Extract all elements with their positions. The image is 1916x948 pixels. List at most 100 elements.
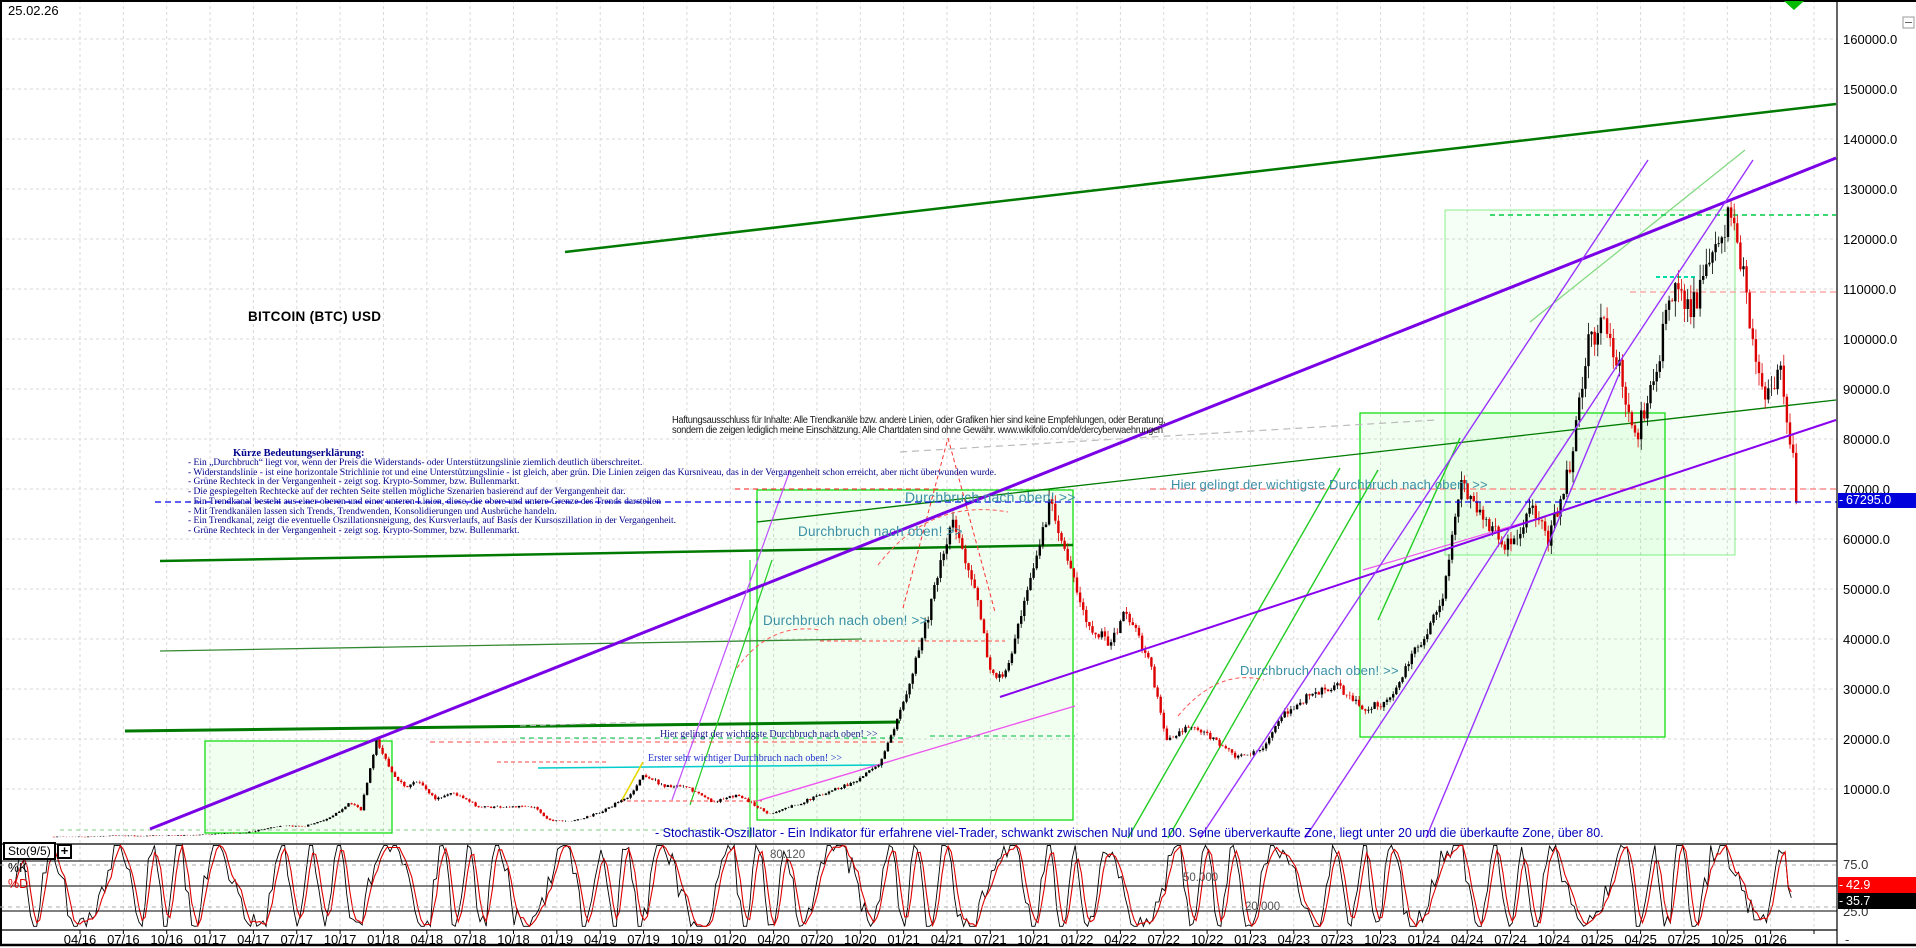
stochastic-k-line [14, 843, 1792, 928]
gray-dashed-trend [899, 419, 1437, 453]
x-axis-label: 04/16 [63, 932, 97, 947]
explanation-line: - Mit Trendkanälen lassen sich Trends, T… [188, 506, 557, 517]
violet-channel-lower [999, 419, 1837, 698]
x-axis-label: 10/21 [1017, 932, 1050, 947]
explanation-block: Kürze Bedeutungserklärung: - Ein „Durchb… [188, 448, 996, 537]
green-steep-line-c [1167, 469, 1379, 839]
stochastic-d-line [14, 843, 1792, 928]
y-axis-label: 140000.0 [1843, 131, 1898, 147]
x-axis-label: 10/25 [1711, 932, 1744, 947]
current-price-value: 67295.0 [1846, 493, 1892, 507]
x-axis-label: 01/17 [193, 932, 227, 947]
scroll-marker-icon[interactable] [1784, 1, 1804, 10]
percent-d-value-badge: -42.9 [1838, 877, 1916, 893]
chart-title: BITCOIN (BTC) USD [248, 309, 382, 324]
y-axis-label: 130000.0 [1843, 181, 1898, 197]
x-axis-label: 10/20 [844, 932, 877, 947]
breakout-arrow-c [1177, 677, 1265, 717]
gray-dashed-short [519, 721, 641, 727]
x-axis-label: 10/23 [1364, 932, 1397, 947]
x-axis-label: 07/18 [453, 932, 487, 947]
stochastic-note: - Stochastik-Oszillator - Ein Indikator … [655, 826, 1604, 840]
green-steep-line-a [1377, 437, 1461, 621]
x-axis-label: 01/18 [367, 932, 400, 947]
oscillator-name-box[interactable]: Sto(9/5) [3, 842, 56, 860]
explanation-heading: Kürze Bedeutungserklärung: [233, 448, 365, 459]
y-axis-label: 60000.0 [1843, 531, 1890, 547]
x-axis-label: 04/23 [1277, 932, 1311, 947]
x-axis-label: 04/25 [1624, 932, 1657, 947]
bull-market-box-2024 [1359, 412, 1666, 738]
x-axis-label: 04/18 [410, 932, 444, 947]
breakout-arrow-b [736, 628, 821, 669]
y-axis-label: 20000.0 [1843, 731, 1890, 747]
annotation-breakout-a: Durchbruch nach oben! >> [905, 489, 1076, 505]
annotation-major-breakout-small: Hier gelingt der wichtigste Durchbruch n… [660, 729, 878, 740]
x-axis-label: 07/24 [1494, 932, 1527, 947]
y-axis-label: 100000.0 [1843, 331, 1898, 347]
disclaimer-line-2: sondern die zeigen lediglich meine Einsc… [672, 425, 1163, 436]
percent-d-value: 42.9 [1846, 878, 1871, 892]
percent-k-value-badge: -35.7 [1838, 893, 1916, 909]
disclaimer-line-1: Haftungsausschluss für Inhalte: Alle Tre… [672, 415, 1166, 426]
trend-channels [149, 156, 1837, 839]
d-tick: - [1839, 878, 1844, 892]
annotation-first-breakout: Erster sehr wichtiger Durchbruch nach ob… [648, 753, 842, 764]
x-axis-label: 10/19 [670, 932, 704, 947]
x-axis-label: 10/24 [1537, 932, 1571, 947]
grid-layer [0, 0, 1837, 934]
candle-bodies-up [55, 207, 1782, 838]
x-axis-label: 10/17 [323, 932, 357, 947]
mirrored-scenario-box [1444, 209, 1736, 556]
green-trendline-mid [159, 543, 1074, 563]
x-axis-label: 01/23 [1234, 932, 1267, 947]
osc-level-75-label: 75.0 [1843, 857, 1869, 872]
x-axis-label: 07/25 [1667, 932, 1701, 947]
violet-steep-2020 [671, 469, 791, 801]
y-axis-label: 160000.0 [1843, 31, 1898, 47]
x-axis-label: 01/26 [1754, 932, 1787, 947]
y-axis-label: 30000.0 [1843, 681, 1890, 697]
explanation-line: - Grüne Rechteck in der Vergangenheit - … [188, 477, 520, 488]
osc-level-50-label: 50.000 [1183, 872, 1219, 884]
x-axis-label: 10/18 [497, 932, 530, 947]
green-channel-top [564, 102, 1837, 254]
x-axis-label: 04/22 [1104, 932, 1137, 947]
x-axis-label: 04/24 [1450, 932, 1484, 947]
x-axis-label: 01/24 [1407, 932, 1441, 947]
x-axis-label: 07/19 [627, 932, 660, 947]
x-axis-label: 07/16 [107, 932, 140, 947]
yellow-segment [621, 761, 644, 801]
explanation-line: - Grüne Rechteck in der Vergangenheit - … [188, 525, 520, 536]
red-dashed-wedge-right [947, 437, 996, 613]
stochastic-oscillator-pane [14, 843, 1792, 928]
explanation-line: - Die gespiegelten Rechtecke auf der rec… [188, 487, 626, 498]
explanation-line: - Ein „Durchbruch“ liegt vor, wenn der P… [188, 458, 643, 468]
x-axis-label: 01/20 [713, 932, 747, 947]
y-axis-label: 80000.0 [1843, 431, 1890, 447]
annotation-breakout-b: Durchbruch nach oben! >> [798, 524, 963, 539]
date-label: 25.02.26 [8, 3, 59, 18]
violet-steep-c [1425, 371, 1621, 839]
x-axis-label: 04/17 [237, 932, 270, 947]
percent-k-label: %K [8, 861, 28, 875]
green-trendline-low [124, 720, 901, 733]
x-axis-label: 04/20 [757, 932, 790, 947]
x-axis-end-dash: - [1845, 932, 1850, 947]
explanation-line: - Ein Trendkanal besteht aus einer obere… [188, 496, 662, 507]
explanation-lines: - Ein „Durchbruch“ liegt vor, wenn der P… [188, 458, 996, 537]
osc-level-80-label: 80.120 [770, 849, 806, 861]
x-axis-label: 10/16 [150, 932, 183, 947]
explanation-line: - Ein Trendkanal, zeigt die eventuelle O… [188, 516, 676, 527]
current-price-badge: -67295.0 [1838, 493, 1916, 508]
magenta-trendline-a [756, 705, 1076, 802]
candlestick-series [52, 200, 1798, 838]
x-axis-label: 01/19 [540, 932, 574, 947]
bull-market-box-2021 [756, 489, 1074, 821]
y-axis-label: 110000.0 [1843, 281, 1897, 297]
x-axis-label: 04/21 [930, 932, 964, 947]
oscillator-expand-button[interactable]: + [57, 844, 72, 859]
